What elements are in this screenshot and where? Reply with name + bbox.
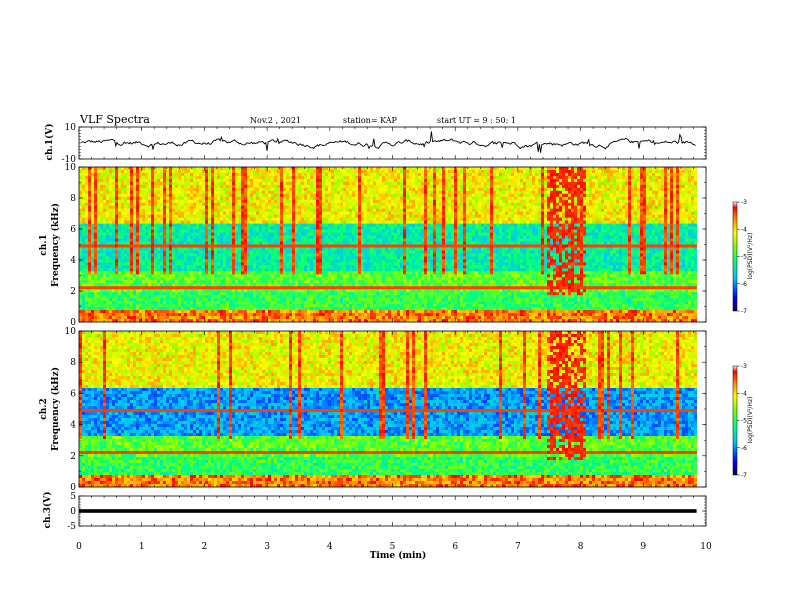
ch3-waveform-trace [79,509,697,513]
figure-date: Nov.2 , 2021 [250,116,301,125]
y-tick-label: 8 [70,194,76,204]
colorbar-tick-label: -6 [741,445,747,452]
x-tick-label: 2 [202,542,208,552]
ch1-colorbar-gradient [732,201,738,312]
colorbar-tick-label: -3 [741,199,747,206]
y-tick-label: 8 [70,358,76,368]
figure-station: station= KAP [343,116,398,125]
colorbar-tick-label: -3 [741,363,747,370]
figure-title: VLF Spectra [79,113,150,126]
colorbar-tick-label: -5 [741,254,747,261]
y-tick-label: 0 [70,507,76,517]
colorbar-tick-label: -7 [741,472,747,479]
y-tick-label: 6 [70,225,76,235]
ch2-colorbar-label: log(PSD)(V²/Hz) [747,397,754,444]
ch1-frequency-axis-label: Frequency (kHz) [50,203,61,287]
x-tick-label: 8 [578,542,584,552]
x-tick-label: 9 [640,542,646,552]
x-tick-label: 10 [700,542,712,552]
ch3-waveform-panel: 5 0 -5 [67,492,707,532]
y-tick-label: 10 [65,327,77,337]
y-tick-label: 10 [65,123,77,133]
y-tick-label: 0 [70,483,76,493]
y-tick-label: 2 [70,287,76,297]
colorbar-tick-label: -4 [741,226,747,233]
y-tick-label: -5 [67,522,76,532]
y-tick-label: -10 [62,155,77,165]
ch1-spectrogram-image [79,167,697,323]
ch1-waveform-panel: 10 -10 [62,123,707,165]
ch2-spectrogram-axis-label: ch.2 [39,398,49,419]
colorbar-tick-label: -4 [741,390,747,397]
ch1-colorbar-label: log(PSD)(V²/Hz) [747,233,754,280]
y-tick-label: 4 [70,421,76,431]
y-tick-label: 2 [70,452,76,462]
ch2-spectrogram-panel: 0 2 4 6 8 10 [65,327,707,493]
x-tick-label: 4 [327,542,333,552]
y-tick-label: 0 [70,318,76,328]
ch1-colorbar: log(PSD)(V²/Hz) -3 -4 -5 -6 -7 [732,199,754,315]
x-tick-label: 6 [452,542,458,552]
ch1-waveform-trace [80,131,696,153]
ch1-voltage-axis-label: ch.1(V) [44,124,55,161]
y-tick-label: 4 [70,256,76,266]
x-axis-label: Time (min) [370,550,427,561]
colorbar-tick-label: -6 [741,281,747,288]
y-tick-label: 10 [65,163,77,173]
ch2-colorbar: log(PSD)(V²/Hz) -3 -4 -5 -6 -7 [732,363,754,479]
x-tick-label: 0 [76,542,82,552]
ch2-spectrogram-image [79,331,697,488]
x-tick-labels: 0 1 2 3 4 5 6 7 8 9 10 [76,542,712,552]
figure-start-time: start UT = 9 : 50: 1 [437,116,516,125]
colorbar-tick-label: -7 [741,308,747,315]
ch3-voltage-axis-label: ch.3(V) [42,492,53,529]
ch2-frequency-axis-label: Frequency (kHz) [50,367,61,451]
x-tick-label: 5 [390,542,396,552]
ch2-colorbar-gradient [732,365,738,476]
y-tick-label: 5 [70,492,76,502]
x-tick-label: 3 [264,542,270,552]
ch1-spectrogram-panel: 0 2 4 6 8 10 [65,163,707,328]
y-tick-label: 6 [70,389,76,399]
ch1-spectrogram-axis-label: ch.1 [39,234,49,255]
x-tick-label: 7 [515,542,521,552]
x-tick-label: 1 [139,542,145,552]
colorbar-tick-label: -5 [741,418,747,425]
